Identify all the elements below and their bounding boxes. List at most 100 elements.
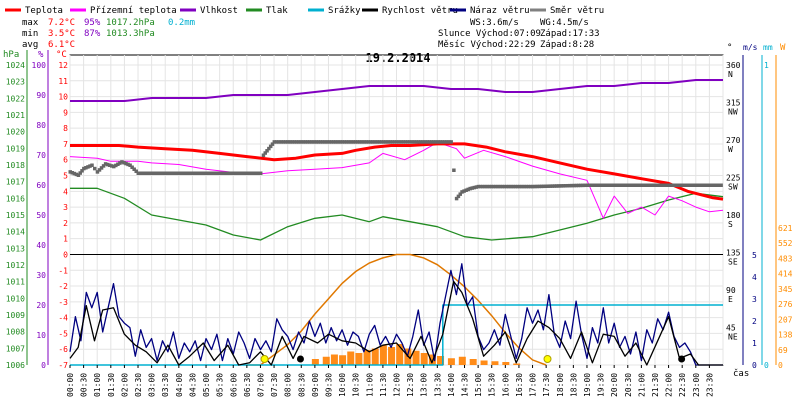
sun-marker [260,355,269,363]
wind-direction-point [496,184,500,189]
tick-dir-name: N [728,70,733,79]
solar-bar [330,354,338,365]
wind-direction-point [650,183,655,187]
wind-direction-point [74,172,79,177]
sun-marker [543,355,552,363]
wind-direction-point [480,184,485,189]
wind-direction-point [274,140,279,144]
wind-direction-point [689,183,693,187]
tick-deg: 10 [58,93,68,102]
wind-direction-point [355,140,360,144]
tick-wm2: 0 [778,361,783,370]
wind-direction-point [252,171,256,175]
wind-direction-point [611,183,616,187]
wind-direction-point [86,165,90,169]
wind-direction-point [449,140,453,144]
tick-pct: 80 [36,121,46,130]
x-tick-label: 15:00 [474,373,483,397]
wind-direction-point [452,168,456,172]
tick-hpa: 1009 [6,311,25,320]
wind-direction-point [76,173,81,177]
wind-direction-point [522,184,526,189]
tick-mm: 0 [764,361,769,370]
wind-direction-point [576,183,581,188]
wind-direction-point [109,164,114,168]
wind-direction-point [366,140,371,144]
wind-direction-point [124,161,128,166]
wind-direction-point [478,184,483,189]
tick-wm2: 414 [778,270,793,279]
wind-direction-point [114,163,118,168]
wind-direction-point [468,186,472,191]
chart-title: 19.2.2014 [365,51,430,65]
wind-direction-point [654,183,659,187]
tick-pct: 50 [36,211,46,220]
wind-direction-point [684,183,689,187]
stat-avg-label: avg [22,40,38,50]
series-teplota [70,142,724,201]
stat-max-temp: 7.2°C [48,18,75,28]
wind-direction-point [502,184,507,189]
solar-bar [396,344,404,365]
tick-hpa: 1010 [6,294,25,303]
tick-deg: 3 [63,203,68,212]
tick-hpa: 1006 [6,361,25,370]
wind-direction-point [342,140,347,144]
wind-direction-point [626,183,631,187]
wind-direction-point [401,140,406,144]
wind-direction-point [533,184,537,189]
wind-direction-point [310,140,314,144]
wind-direction-point [288,140,292,144]
wind-direction-point [706,183,710,187]
wind-direction-point [189,171,193,175]
wind-direction-point [715,183,719,187]
tick-hpa: 1013 [6,244,25,253]
wind-direction-point [644,183,648,187]
wind-direction-point [248,171,252,175]
wind-direction-point [204,171,209,175]
wind-direction-point [105,162,110,167]
wind-direction-point [489,184,494,189]
wind-direction-point [605,183,609,187]
solar-bar [480,360,488,365]
tick-deg: 11 [58,77,68,86]
wind-direction-point [312,140,316,144]
wind-direction-point [120,160,124,164]
x-tick-label: 03:00 [148,373,157,397]
wind-direction-point [362,140,366,144]
wind-direction-point [539,184,544,189]
wind-direction-point [329,140,334,144]
tick-dir-name: NW [728,108,738,117]
wind-direction-point [132,167,136,171]
series-prizemni [69,141,724,219]
x-tick-label: 06:30 [243,373,252,397]
wind-direction-point [395,140,399,144]
wind-direction-point [158,171,163,175]
wind-direction-point [399,140,403,144]
wind-direction-point [537,184,542,189]
x-tick-label: 16:00 [501,373,510,397]
wind-direction-point [136,171,141,175]
wind-direction-point [554,184,559,188]
wind-direction-point [535,184,539,189]
wind-direction-point [657,183,661,187]
wind-direction-point [633,183,637,187]
tick-hpa: 1022 [6,94,25,103]
wind-direction-point [559,184,563,188]
wind-direction-point [80,169,84,173]
wind-direction-point [283,140,288,144]
tick-hpa: 1008 [6,328,25,337]
wind-direction-point [600,183,605,187]
wind-direction-point [531,184,535,189]
wind-direction-point [712,183,717,187]
wind-direction-point [373,140,377,144]
info-ws: WS:3.6m/s [470,18,519,28]
wind-direction-point [314,140,318,144]
wind-direction-point [397,140,401,144]
axis-unit-pct: % [38,50,44,60]
wind-direction-point [103,162,108,166]
wind-direction-point [669,183,674,187]
tick-deg: -6 [58,345,68,354]
stats-block: max 7.2°C 95% 1017.2hPa 0.2mm min 3.5°C … [22,18,195,50]
wind-direction-point [118,161,122,165]
